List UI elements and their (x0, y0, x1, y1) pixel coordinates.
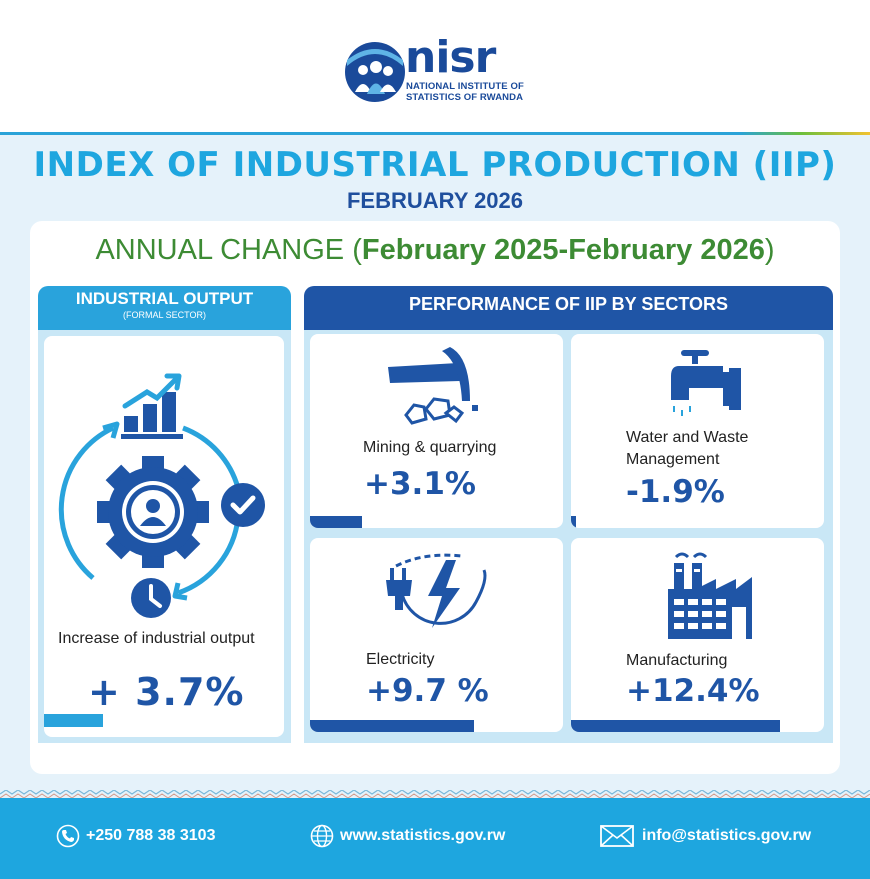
globe-icon (310, 824, 334, 848)
annual-range: February 2025-February 2026 (361, 234, 765, 266)
annual-suffix: ) (764, 234, 775, 266)
sector-label-electricity: Electricity (366, 651, 435, 668)
website-text: www.statistics.gov.rw (340, 827, 506, 844)
phone-icon (56, 824, 80, 848)
nisr-emblem-icon (345, 42, 405, 102)
sector-value-electricity: +9.7 % (366, 673, 489, 709)
industrial-cycle-icon (58, 373, 265, 618)
footer-phone[interactable]: +250 788 38 3103 (56, 824, 215, 848)
logo-line1: NATIONAL INSTITUTE OF (406, 81, 524, 92)
email-text: info@statistics.gov.rw (642, 827, 812, 844)
sector-bar (310, 516, 363, 528)
industrial-output-subtitle: (FORMAL SECTOR) (122, 310, 206, 320)
sector-card-electricity (310, 538, 563, 732)
sector-value-manufacturing: +12.4% (626, 673, 760, 709)
sector-value-mining: +3.1% (364, 466, 476, 502)
footer-website[interactable]: www.statistics.gov.rw (310, 824, 505, 848)
decorative-pattern (0, 790, 870, 798)
annual-prefix: ANNUAL CHANGE ( (95, 234, 362, 266)
logo-line2: STATISTICS OF RWANDA (406, 92, 524, 103)
top-divider (0, 132, 870, 135)
header: nisr NATIONAL INSTITUTE OF STATISTICS OF… (0, 0, 870, 133)
sector-label-mining: Mining & quarrying (363, 439, 497, 456)
logo-word: nisr (405, 32, 496, 83)
sector-value-water: -1.9% (626, 474, 725, 510)
logo-subtitle: NATIONAL INSTITUTE OF STATISTICS OF RWAN… (406, 81, 524, 103)
industrial-output-value: + 3.7% (88, 670, 245, 714)
sector-bar (571, 516, 576, 528)
page-title: INDEX OF INDUSTRIAL PRODUCTION (IIP) (33, 145, 837, 185)
water-tap-icon (671, 350, 741, 416)
pickaxe-icon (388, 347, 478, 425)
sectors-header: PERFORMANCE OF IIP BY SECTORS (304, 286, 833, 330)
annual-change-heading: ANNUAL CHANGE (February 2025-February 20… (0, 234, 870, 267)
mail-icon (600, 825, 634, 847)
sector-bar (310, 720, 474, 732)
industrial-output-label: Increase of industrial output (58, 630, 255, 647)
industrial-output-title: INDUSTRIAL OUTPUT (75, 289, 254, 308)
footer (0, 798, 870, 879)
sector-label-manufacturing: Manufacturing (626, 652, 728, 669)
electricity-plug-icon (386, 553, 487, 628)
phone-text: +250 788 38 3103 (86, 827, 216, 844)
nisr-logo: nisr NATIONAL INSTITUTE OF STATISTICS OF… (343, 32, 533, 108)
footer-email[interactable]: info@statistics.gov.rw (600, 824, 811, 848)
factory-icon (668, 552, 752, 639)
sector-label-water: Water and Waste Management (626, 429, 749, 468)
sector-bar (571, 720, 781, 732)
industrial-output-header: INDUSTRIAL OUTPUT (FORMAL SECTOR) (38, 286, 291, 330)
industrial-output-bar (44, 714, 104, 727)
period-subtitle: FEBRUARY 2026 (346, 188, 524, 213)
